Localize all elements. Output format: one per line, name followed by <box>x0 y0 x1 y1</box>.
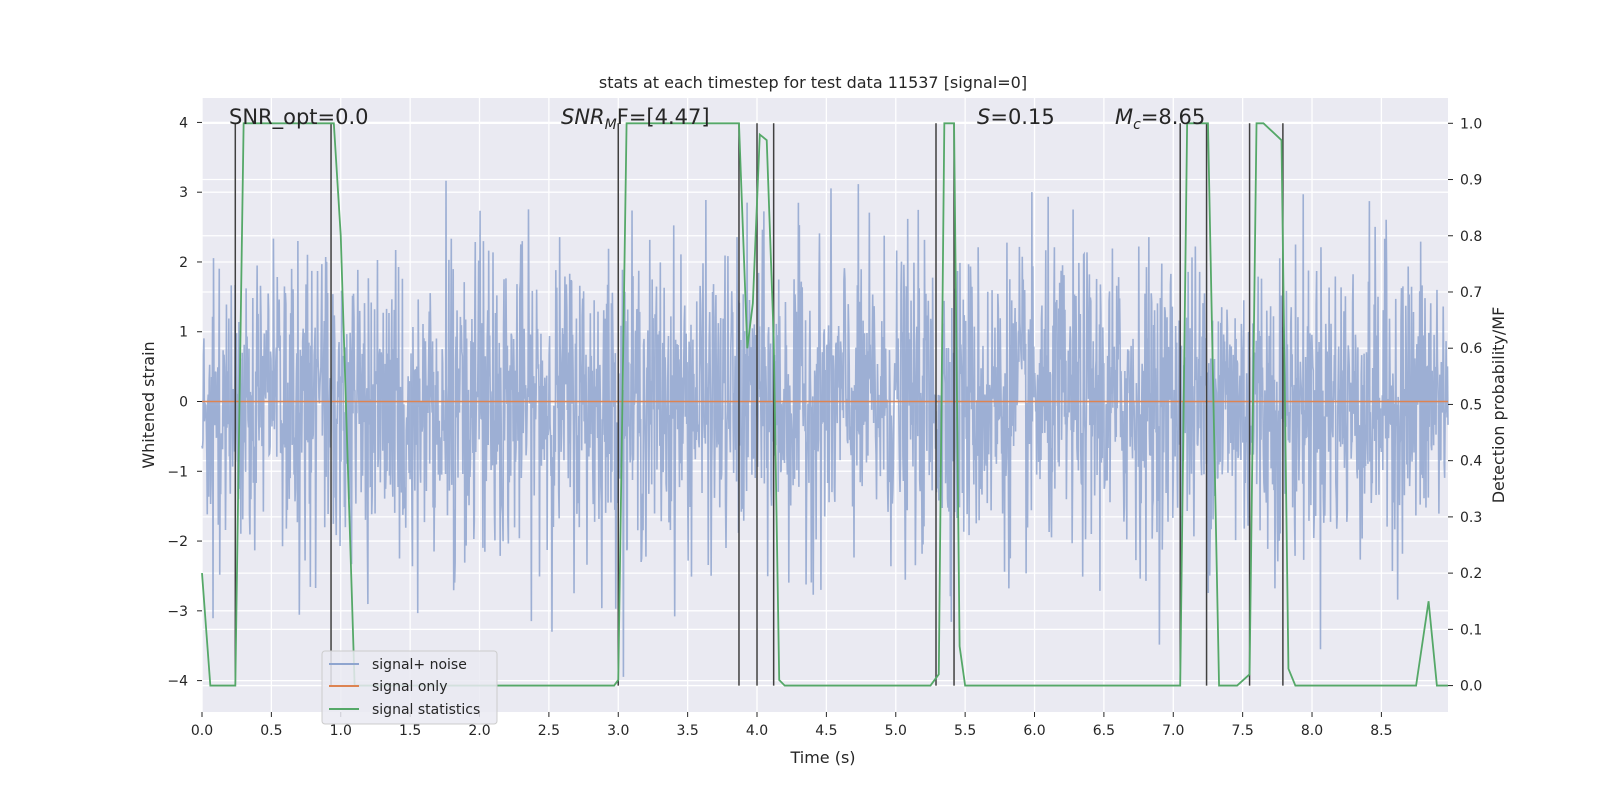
yr-tick-label-9: 0.9 <box>1460 173 1482 189</box>
yl-tick-label-1: −3 <box>167 604 188 620</box>
yl-tick-label-4: 0 <box>179 395 188 411</box>
y-left-axis-label: Whitened strain <box>139 341 158 468</box>
legend: signal+ noise signal only signal statist… <box>321 650 498 725</box>
annotation-snr-opt: SNR_opt=0.0 <box>229 105 369 130</box>
series-signal-statistics <box>201 122 1448 687</box>
yr-tick-label-3: 0.3 <box>1460 510 1482 526</box>
yr-tick-label-2: 0.2 <box>1460 566 1482 582</box>
yr-tick-label-8: 0.8 <box>1460 229 1482 245</box>
x-tick-label-17: 8.5 <box>1370 723 1392 739</box>
yr-tick-label-0: 0.0 <box>1460 679 1482 695</box>
x-tick-label-9: 4.5 <box>815 723 837 739</box>
chart-title: stats at each timestep for test data 115… <box>599 73 1027 92</box>
yl-tick-label-2: −2 <box>167 534 188 550</box>
yr-tick-label-5: 0.5 <box>1460 397 1482 413</box>
annotation-snr-mf: SNRMF=[4.47] <box>561 105 710 133</box>
statistics-line <box>201 122 1448 687</box>
annotation-s: S=0.15 <box>977 105 1055 129</box>
y-left-axis-ticks: −4 −3 −2 −1 0 1 2 3 4 <box>167 115 202 690</box>
yl-tick-label-5: 1 <box>179 325 188 341</box>
x-tick-label-1: 0.5 <box>260 723 282 739</box>
x-tick-label-2: 1.0 <box>330 723 352 739</box>
x-tick-label-0: 0.0 <box>191 723 213 739</box>
series-signal-noise <box>201 180 1449 677</box>
x-tick-label-3: 1.5 <box>399 723 421 739</box>
x-tick-label-14: 7.0 <box>1162 723 1184 739</box>
yl-tick-label-7: 3 <box>179 185 188 201</box>
noise-line <box>201 180 1449 677</box>
y-right-axis-label: Detection probability/MF <box>1489 307 1508 504</box>
x-tick-label-4: 2.0 <box>468 723 490 739</box>
yl-tick-label-3: −1 <box>167 464 188 480</box>
vertical-markers <box>234 123 1284 686</box>
legend-box <box>321 650 498 725</box>
yl-tick-label-8: 4 <box>179 115 188 131</box>
yr-tick-label-7: 0.7 <box>1460 285 1482 301</box>
x-tick-label-13: 6.5 <box>1093 723 1115 739</box>
x-tick-label-10: 5.0 <box>885 723 907 739</box>
x-axis-label: Time (s) <box>789 748 855 767</box>
yr-tick-label-10: 1.0 <box>1460 116 1482 132</box>
yl-tick-label-0: −4 <box>167 674 188 690</box>
x-tick-label-7: 3.5 <box>677 723 699 739</box>
x-tick-label-11: 5.5 <box>954 723 976 739</box>
annotation-mc: Mc=8.65 <box>1115 105 1205 133</box>
x-tick-label-16: 8.0 <box>1301 723 1323 739</box>
x-tick-label-6: 3.0 <box>607 723 629 739</box>
x-axis-ticks: 0.0 0.5 1.0 1.5 2.0 2.5 3.0 3.5 4.0 4.5 5.0 5.5 6.0 6… <box>191 712 1393 739</box>
legend-label-signal-only: signal only <box>372 679 447 695</box>
yl-tick-label-6: 2 <box>179 255 188 271</box>
x-tick-label-5: 2.5 <box>538 723 560 739</box>
x-tick-label-8: 4.0 <box>746 723 768 739</box>
x-tick-label-12: 6.0 <box>1023 723 1045 739</box>
legend-label-signal-statistics: signal statistics <box>372 702 480 718</box>
x-tick-label-15: 7.5 <box>1232 723 1254 739</box>
legend-label-signal-noise: signal+ noise <box>372 657 467 673</box>
yr-tick-label-6: 0.6 <box>1460 341 1482 357</box>
yr-tick-label-4: 0.4 <box>1460 454 1482 470</box>
y-right-axis-ticks: 0.0 0.1 0.2 0.3 0.4 0.5 0.6 0.7 0.8 0.9 1.0 <box>1448 116 1482 695</box>
yr-tick-label-1: 0.1 <box>1460 622 1482 638</box>
